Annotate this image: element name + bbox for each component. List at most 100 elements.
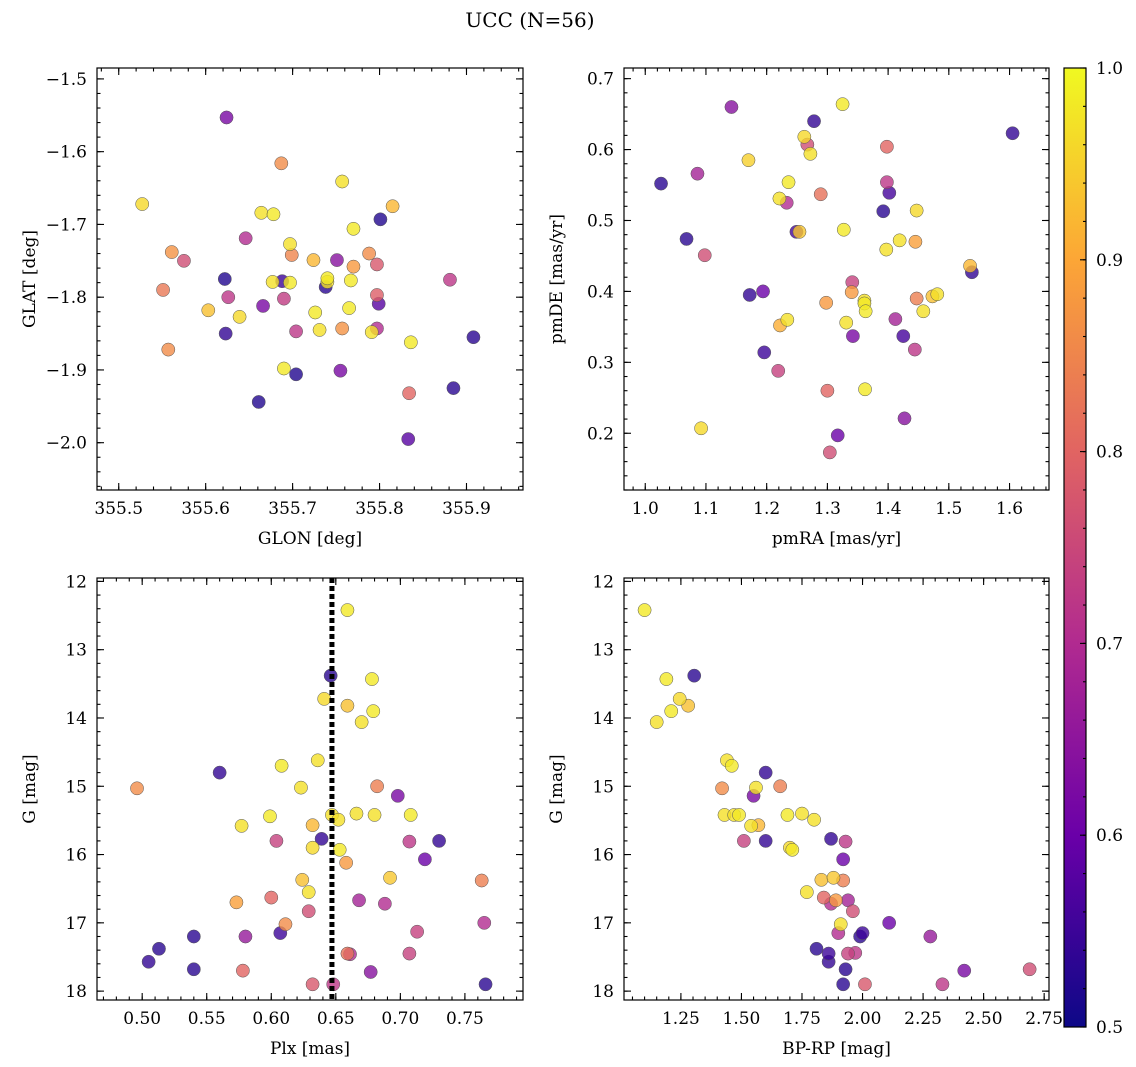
pmra-pmde-ylabel: pmDE [mas/yr] <box>547 214 567 344</box>
bprp-g-xtick-label: 1.75 <box>783 1009 821 1029</box>
pmra-pmde-xtick-label: 1.3 <box>814 499 841 519</box>
bprp-g-point <box>795 806 809 821</box>
bprp-g-point <box>829 893 843 908</box>
pmra-pmde-point <box>880 175 894 190</box>
plx-g-xtick-label: 0.70 <box>381 1009 419 1029</box>
glon-glat-point <box>320 271 335 286</box>
glon-glat-point <box>201 303 216 318</box>
pmra-pmde-point <box>654 176 668 191</box>
pmra-pmde-point <box>771 363 786 378</box>
glon-glat-point <box>221 290 236 305</box>
plx-g-xtick-label: 0.55 <box>188 1009 226 1029</box>
bprp-g-ytick-label: 12 <box>592 572 614 592</box>
glon-glat-point <box>312 323 327 337</box>
bprp-g-point <box>649 715 664 729</box>
glon-glat-point <box>335 321 350 336</box>
plx-g-point <box>130 781 144 796</box>
glon-glat-point <box>346 221 361 236</box>
glon-glat-point <box>385 199 400 214</box>
glon-glat-point <box>446 381 461 395</box>
figure-title: UCC (N=56) <box>465 8 594 32</box>
pmra-pmde-point <box>724 100 739 114</box>
glon-glat-point <box>333 363 348 378</box>
plx-g-point <box>317 692 332 706</box>
bprp-g-point <box>855 926 870 940</box>
glon-glat-ytick-label: −1.7 <box>46 215 87 235</box>
pmra-pmde-ytick-label: 0.2 <box>587 424 614 444</box>
pmra-pmde-point <box>897 411 912 426</box>
pmra-pmde-point <box>844 285 859 299</box>
plx-g-ytick-label: 17 <box>65 914 87 934</box>
glon-glat-point <box>283 237 297 251</box>
plx-g-point <box>352 893 366 908</box>
bprp-g-point <box>845 904 860 919</box>
glon-glat-ytick-label: −2.0 <box>46 434 87 454</box>
glon-glat-point <box>156 283 170 297</box>
glon-glat-xtick-label: 355.7 <box>268 499 317 519</box>
plx-g-point <box>365 672 379 686</box>
plx-g-point <box>340 603 355 617</box>
plx-g-point <box>383 870 397 885</box>
bprp-g-ytick-label: 16 <box>592 846 614 866</box>
pmra-pmde-point <box>741 153 756 168</box>
pmra-pmde-point <box>909 291 924 306</box>
plx-g-ylabel: G [mag] <box>20 754 40 823</box>
glon-glat-point <box>370 257 384 272</box>
glon-glat-point <box>277 361 291 376</box>
bprp-g-point <box>737 834 751 848</box>
pmra-pmde-xtick-label: 1.2 <box>753 499 780 519</box>
pmra-pmde-point <box>909 203 924 218</box>
plx-g-xtick-label: 0.50 <box>123 1009 161 1029</box>
bprp-g-xtick-label: 2.50 <box>965 1009 1003 1029</box>
plx-g-xtick-label: 0.65 <box>317 1009 355 1029</box>
pmra-pmde-point <box>835 97 850 112</box>
glon-glat-ylabel: GLAT [deg] <box>20 230 40 328</box>
pmra-pmde-ytick-label: 0.6 <box>587 141 614 161</box>
glon-glat-point <box>265 275 280 289</box>
pmra-pmde-point <box>888 312 903 326</box>
plx-g-ytick-label: 12 <box>65 572 87 592</box>
pmra-pmde-ytick-label: 0.5 <box>587 211 614 231</box>
pmra-pmde-xtick-label: 1.4 <box>875 499 902 519</box>
bprp-g-point <box>833 917 848 932</box>
pmra-pmde-point <box>908 234 923 249</box>
bprp-g-point <box>816 890 831 905</box>
plx-g-point <box>366 704 381 719</box>
bprp-g-point <box>785 842 800 857</box>
bprp-g-point <box>882 915 897 930</box>
plx-g-point <box>295 872 310 887</box>
glon-glat-point <box>346 259 361 274</box>
bprp-g-point <box>838 962 853 977</box>
pmra-pmde-point <box>876 204 891 219</box>
pmra-pmde-point <box>697 248 712 263</box>
glon-glat-ytick-label: −1.5 <box>46 70 87 90</box>
plx-g-point <box>212 765 227 780</box>
glon-glat-point <box>335 174 350 189</box>
pmra-pmde-point <box>813 187 828 202</box>
plx-g-xlabel: Plx [mas] <box>270 1039 350 1059</box>
plx-g-point <box>238 929 253 944</box>
glon-glat-point <box>289 324 303 339</box>
bprp-g-point <box>744 819 758 833</box>
glon-glat-point <box>161 342 176 357</box>
colorbar-gradient <box>1064 68 1086 1027</box>
pmra-pmde-point <box>780 312 795 327</box>
bprp-g-point <box>809 941 824 956</box>
bprp-g-point <box>836 977 851 992</box>
bprp-g-point <box>935 977 950 992</box>
glon-glat-point <box>403 335 418 350</box>
bprp-g-ytick-label: 14 <box>592 709 614 729</box>
bprp-g-point <box>758 834 773 848</box>
pmra-pmde-point <box>839 315 854 330</box>
pmra-pmde-point <box>836 222 851 237</box>
pmra-pmde-xlabel: pmRA [mas/yr] <box>772 529 901 549</box>
bprp-g-point <box>1022 962 1037 977</box>
pmra-pmde-point <box>679 232 694 246</box>
bprp-g-xlabel: BP-RP [mag] <box>782 1039 891 1059</box>
pmra-pmde-point <box>963 259 977 273</box>
plx-g-point <box>310 753 325 768</box>
plx-g-point <box>152 941 166 956</box>
colorbar-tick-label: 1.0 <box>1096 59 1123 79</box>
bprp-g-point <box>687 668 702 683</box>
glon-glat-point <box>308 305 323 320</box>
